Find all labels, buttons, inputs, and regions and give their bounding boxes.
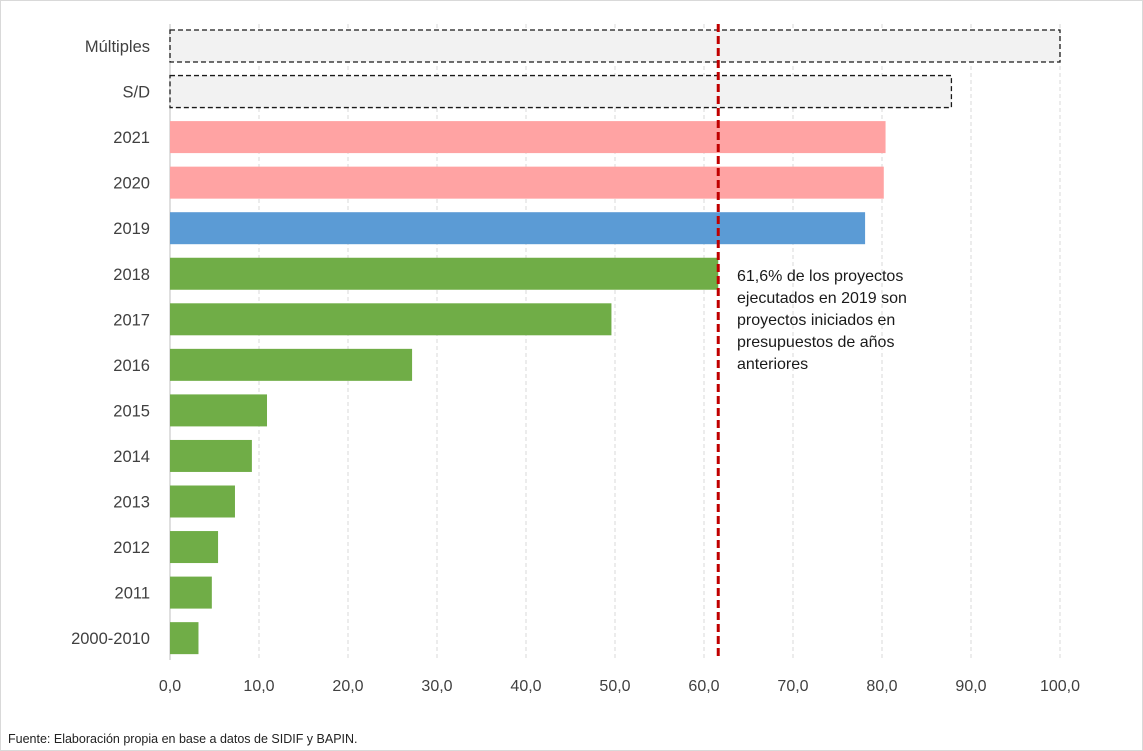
bar-2011 [170,576,212,609]
y-tick-label: 2021 [113,129,150,147]
y-tick-label: 2016 [113,357,150,375]
y-tick-label: 2012 [113,539,150,557]
y-tick-label: 2018 [113,266,150,284]
x-tick-label: 0,0 [159,678,181,695]
bar-2012 [170,531,219,564]
bar-2017 [170,303,612,336]
bar-2013 [170,485,235,518]
y-tick-label: 2011 [115,585,150,603]
y-tick-label: 2013 [113,494,150,512]
bar-2000-2010 [170,622,199,655]
bar-2018 [170,257,719,290]
y-tick-label: 2014 [113,448,150,466]
bar-2014 [170,439,252,472]
bar-2019 [170,212,866,245]
x-tick-label: 70,0 [777,678,808,695]
y-tick-label: Múltiples [85,38,150,56]
x-tick-label: 20,0 [332,678,363,695]
y-tick-label: S/D [122,84,150,102]
y-axis-labels: Múltiples S/D 2021 2020 2019 2018 2017 2016 2015… [71,38,150,648]
x-tick-label: 100,0 [1040,678,1080,695]
bar-2020 [170,166,884,199]
x-tick-label: 30,0 [421,678,452,695]
y-tick-label: 2020 [113,175,150,193]
y-tick-label: 2019 [113,220,150,238]
y-tick-label: 2000-2010 [71,630,150,648]
y-tick-label: 2015 [113,402,150,420]
x-tick-label: 80,0 [866,678,897,695]
bar-2021 [170,121,886,154]
annotation-text: 61,6% de los proyectos ejecutados en 201… [737,268,907,373]
y-tick-label: 2017 [113,311,150,329]
x-tick-label: 60,0 [688,678,719,695]
bar-m-ltiples [169,29,1061,63]
source-footnote: Fuente: Elaboración propia en base a dat… [8,732,358,746]
bar-2015 [170,394,268,427]
bars [169,29,1061,655]
x-axis-labels: 0,0 10,0 20,0 30,0 40,0 50,0 60,0 70,0 80,0 90,0 1… [159,678,1080,695]
bar-s-d [169,74,953,109]
x-tick-label: 40,0 [510,678,541,695]
bar-2016 [170,348,413,381]
x-tick-label: 50,0 [599,678,630,695]
x-tick-label: 90,0 [955,678,986,695]
x-tick-label: 10,0 [243,678,274,695]
